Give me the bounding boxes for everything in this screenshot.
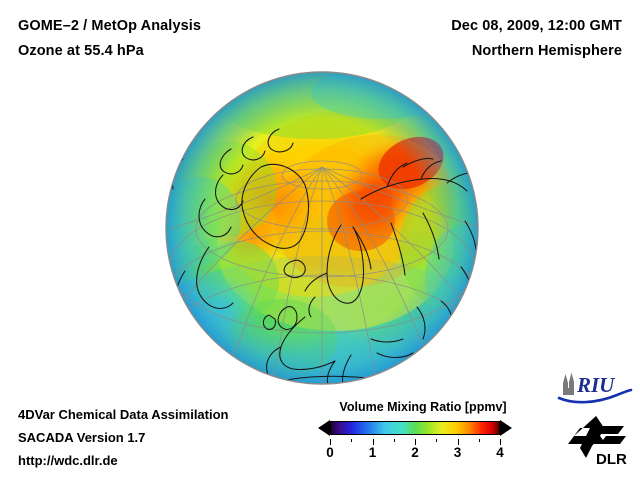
colorbar-major-tick [372, 439, 374, 445]
riu-wordmark: RIU [576, 373, 616, 397]
colorbar-tick-label: 1 [368, 445, 377, 460]
datetime-label: Dec 08, 2009, 12:00 GMT [451, 18, 622, 34]
colorbar-tick-label: 2 [411, 445, 419, 460]
orthographic-globe-svg [165, 71, 479, 385]
colorbar-minor-tick [478, 439, 480, 442]
dlr-wordmark: DLR [596, 451, 627, 468]
colorbar-major-tick [330, 439, 331, 445]
colorbar-tick-label: 4 [496, 445, 504, 460]
colorbar-tick-label: 3 [453, 445, 462, 460]
colorbar-row: 0 1 2 3 4 [310, 419, 532, 460]
header-right: Dec 08, 2009, 12:00 GMT Northern Hemisph… [451, 14, 622, 64]
colorbar-major-tick [500, 439, 501, 445]
colorbar-minor-tick [436, 439, 438, 442]
dlr-logo: DLR [568, 416, 627, 468]
product-level-title: Ozone at 55.4 hPa [18, 43, 144, 59]
globe-outline [165, 71, 479, 385]
colorbar-tick-label: 0 [326, 445, 334, 460]
url-label: http://wdc.dlr.de [18, 453, 118, 468]
method-label: 4DVar Chemical Data Assimilation [18, 407, 229, 422]
colorbar-title: Volume Mixing Ratio [ppmv] [339, 400, 507, 414]
riu-swoosh-icon [557, 388, 633, 404]
riu-logo: RIU [557, 372, 633, 404]
colorbar-gradient [330, 421, 500, 435]
dlr-mark-icon [568, 416, 626, 458]
header-left: GOME–2 / MetOp Analysis Ozone at 55.4 hP… [18, 14, 201, 64]
colorbar-major-tick [415, 439, 416, 445]
colorbar-extend-min-arrow [318, 420, 330, 436]
colorbar-extend-max-arrow [500, 420, 512, 436]
globe-map [165, 71, 479, 385]
analysis-title: GOME–2 / MetOp Analysis [18, 18, 202, 34]
footer-credits: 4DVar Chemical Data Assimilation SACADA … [18, 403, 229, 472]
region-label: Northern Hemisphere [471, 43, 622, 59]
colorbar-minor-tick [393, 439, 395, 442]
version-label: SACADA Version 1.7 [18, 430, 146, 445]
colorbar-minor-tick [351, 439, 353, 442]
colorbar-axis: 0 1 2 3 4 [326, 439, 504, 463]
colorbar: Volume Mixing Ratio [ppmv] 0 1 2 3 4 [310, 400, 532, 460]
cathedral-spires-icon [563, 372, 574, 395]
colorbar-major-tick [457, 439, 459, 445]
